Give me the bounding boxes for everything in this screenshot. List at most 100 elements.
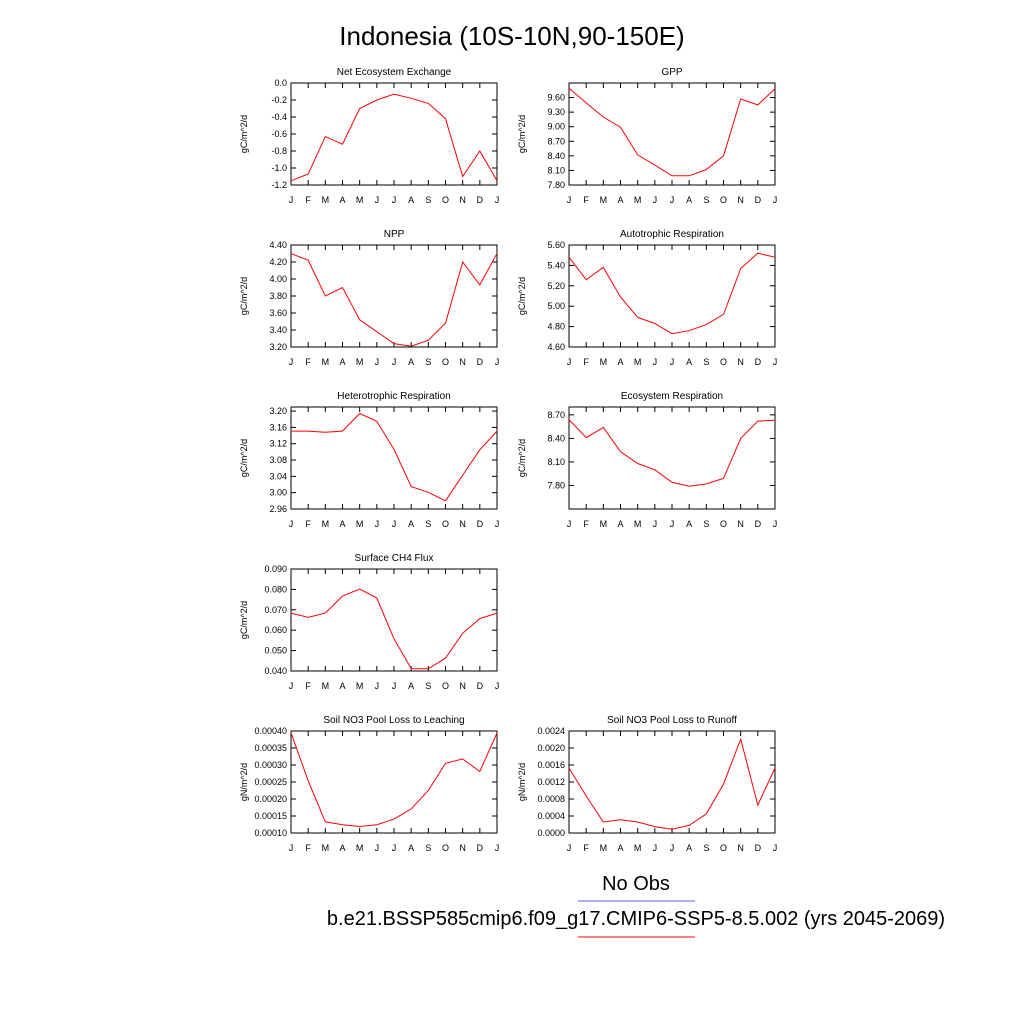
x-tick-label: J — [289, 195, 294, 205]
y-tick-label: 9.30 — [547, 107, 565, 117]
x-tick-label: J — [392, 519, 397, 529]
x-tick-label: A — [617, 519, 623, 529]
x-tick-label: M — [600, 843, 608, 853]
x-tick-label: S — [425, 357, 431, 367]
x-tick-label: D — [755, 357, 762, 367]
x-tick-label: J — [670, 519, 675, 529]
y-axis-label: gC/m^2/d — [239, 277, 249, 315]
x-tick-label: D — [477, 195, 484, 205]
panel-title: Heterotrophic Respiration — [337, 391, 450, 402]
x-tick-label: J — [495, 519, 500, 529]
legend: No Obs b.e21.BSSP585cmip6.f09_g17.CMIP6-… — [327, 873, 945, 938]
y-tick-label: 3.12 — [269, 439, 287, 449]
x-tick-label: O — [442, 681, 449, 691]
y-tick-label: 0.0024 — [537, 726, 565, 736]
x-tick-label: J — [567, 519, 572, 529]
x-tick-label: J — [653, 195, 658, 205]
x-tick-label: J — [653, 519, 658, 529]
y-tick-label: 0.0004 — [537, 811, 565, 821]
plot-frame — [290, 730, 498, 834]
x-tick-label: J — [773, 357, 778, 367]
x-tick-label: D — [477, 519, 484, 529]
x-tick-label: M — [322, 519, 330, 529]
series-line — [290, 253, 498, 347]
plot-frame — [290, 406, 498, 510]
y-tick-label: -0.2 — [271, 95, 287, 105]
x-tick-label: J — [392, 681, 397, 691]
y-tick-label: 4.40 — [269, 240, 287, 250]
x-tick-label: F — [305, 843, 311, 853]
y-tick-label: 4.00 — [269, 274, 287, 284]
x-tick-label: O — [720, 195, 727, 205]
x-tick-label: J — [495, 195, 500, 205]
y-tick-label: 0.090 — [264, 564, 287, 574]
y-tick-label: 8.40 — [547, 433, 565, 443]
x-tick-label: N — [459, 357, 466, 367]
series-line — [290, 588, 498, 670]
x-tick-label: A — [617, 357, 623, 367]
plot-frame — [568, 82, 776, 186]
y-tick-label: -0.6 — [271, 129, 287, 139]
x-tick-label: N — [737, 357, 744, 367]
figure-title: Indonesia (10S-10N,90-150E) — [339, 21, 684, 51]
x-tick-label: A — [408, 519, 414, 529]
series-line — [290, 93, 498, 182]
y-tick-label: 8.70 — [547, 136, 565, 146]
y-tick-label: 0.0000 — [537, 828, 565, 838]
y-tick-label: 5.60 — [547, 240, 565, 250]
plot-frame — [290, 82, 498, 186]
y-tick-label: 0.00030 — [254, 760, 287, 770]
legend-model-label: b.e21.BSSP585cmip6.f09_g17.CMIP6-SSP5-8.… — [327, 908, 945, 930]
y-tick-label: 8.40 — [547, 151, 565, 161]
x-tick-label: M — [600, 357, 608, 367]
x-tick-label: J — [392, 195, 397, 205]
y-tick-label: 0.00010 — [254, 828, 287, 838]
panel-title: Ecosystem Respiration — [621, 391, 723, 402]
x-tick-label: J — [653, 357, 658, 367]
panel-title: Autotrophic Respiration — [620, 229, 724, 240]
x-tick-label: J — [567, 843, 572, 853]
legend-obs-label: No Obs — [602, 873, 670, 895]
x-tick-label: F — [305, 681, 311, 691]
x-tick-label: A — [339, 195, 345, 205]
x-tick-label: S — [425, 519, 431, 529]
y-tick-label: 3.80 — [269, 291, 287, 301]
y-tick-label: 0.00015 — [254, 811, 287, 821]
x-tick-label: A — [339, 519, 345, 529]
x-tick-label: A — [408, 843, 414, 853]
y-tick-label: -0.4 — [271, 112, 287, 122]
x-tick-label: M — [356, 195, 364, 205]
y-tick-label: 3.04 — [269, 471, 287, 481]
series-line — [568, 737, 776, 830]
x-tick-label: M — [322, 357, 330, 367]
y-tick-label: 0.0 — [274, 78, 287, 88]
y-tick-label: 0.060 — [264, 625, 287, 635]
y-tick-label: 3.20 — [269, 406, 287, 416]
x-tick-label: J — [567, 357, 572, 367]
x-tick-label: J — [670, 195, 675, 205]
plot-frame — [290, 244, 498, 348]
x-tick-label: M — [356, 519, 364, 529]
x-tick-label: J — [289, 681, 294, 691]
chart-panel: Soil NO3 Pool Loss to Leaching gN/m^2/d J F… — [239, 715, 499, 853]
x-tick-label: S — [703, 195, 709, 205]
y-tick-label: -1.0 — [271, 163, 287, 173]
y-axis-label: gC/m^2/d — [517, 277, 527, 315]
series-line — [568, 87, 776, 177]
y-tick-label: 8.10 — [547, 165, 565, 175]
x-tick-label: J — [289, 843, 294, 853]
x-tick-label: A — [408, 357, 414, 367]
x-tick-label: N — [459, 195, 466, 205]
y-tick-label: 5.00 — [547, 301, 565, 311]
x-tick-label: N — [737, 519, 744, 529]
y-axis-label: gC/m^2/d — [239, 601, 249, 639]
x-tick-label: J — [653, 843, 658, 853]
x-tick-label: M — [356, 681, 364, 691]
y-tick-label: 3.08 — [269, 455, 287, 465]
x-tick-label: M — [634, 519, 642, 529]
